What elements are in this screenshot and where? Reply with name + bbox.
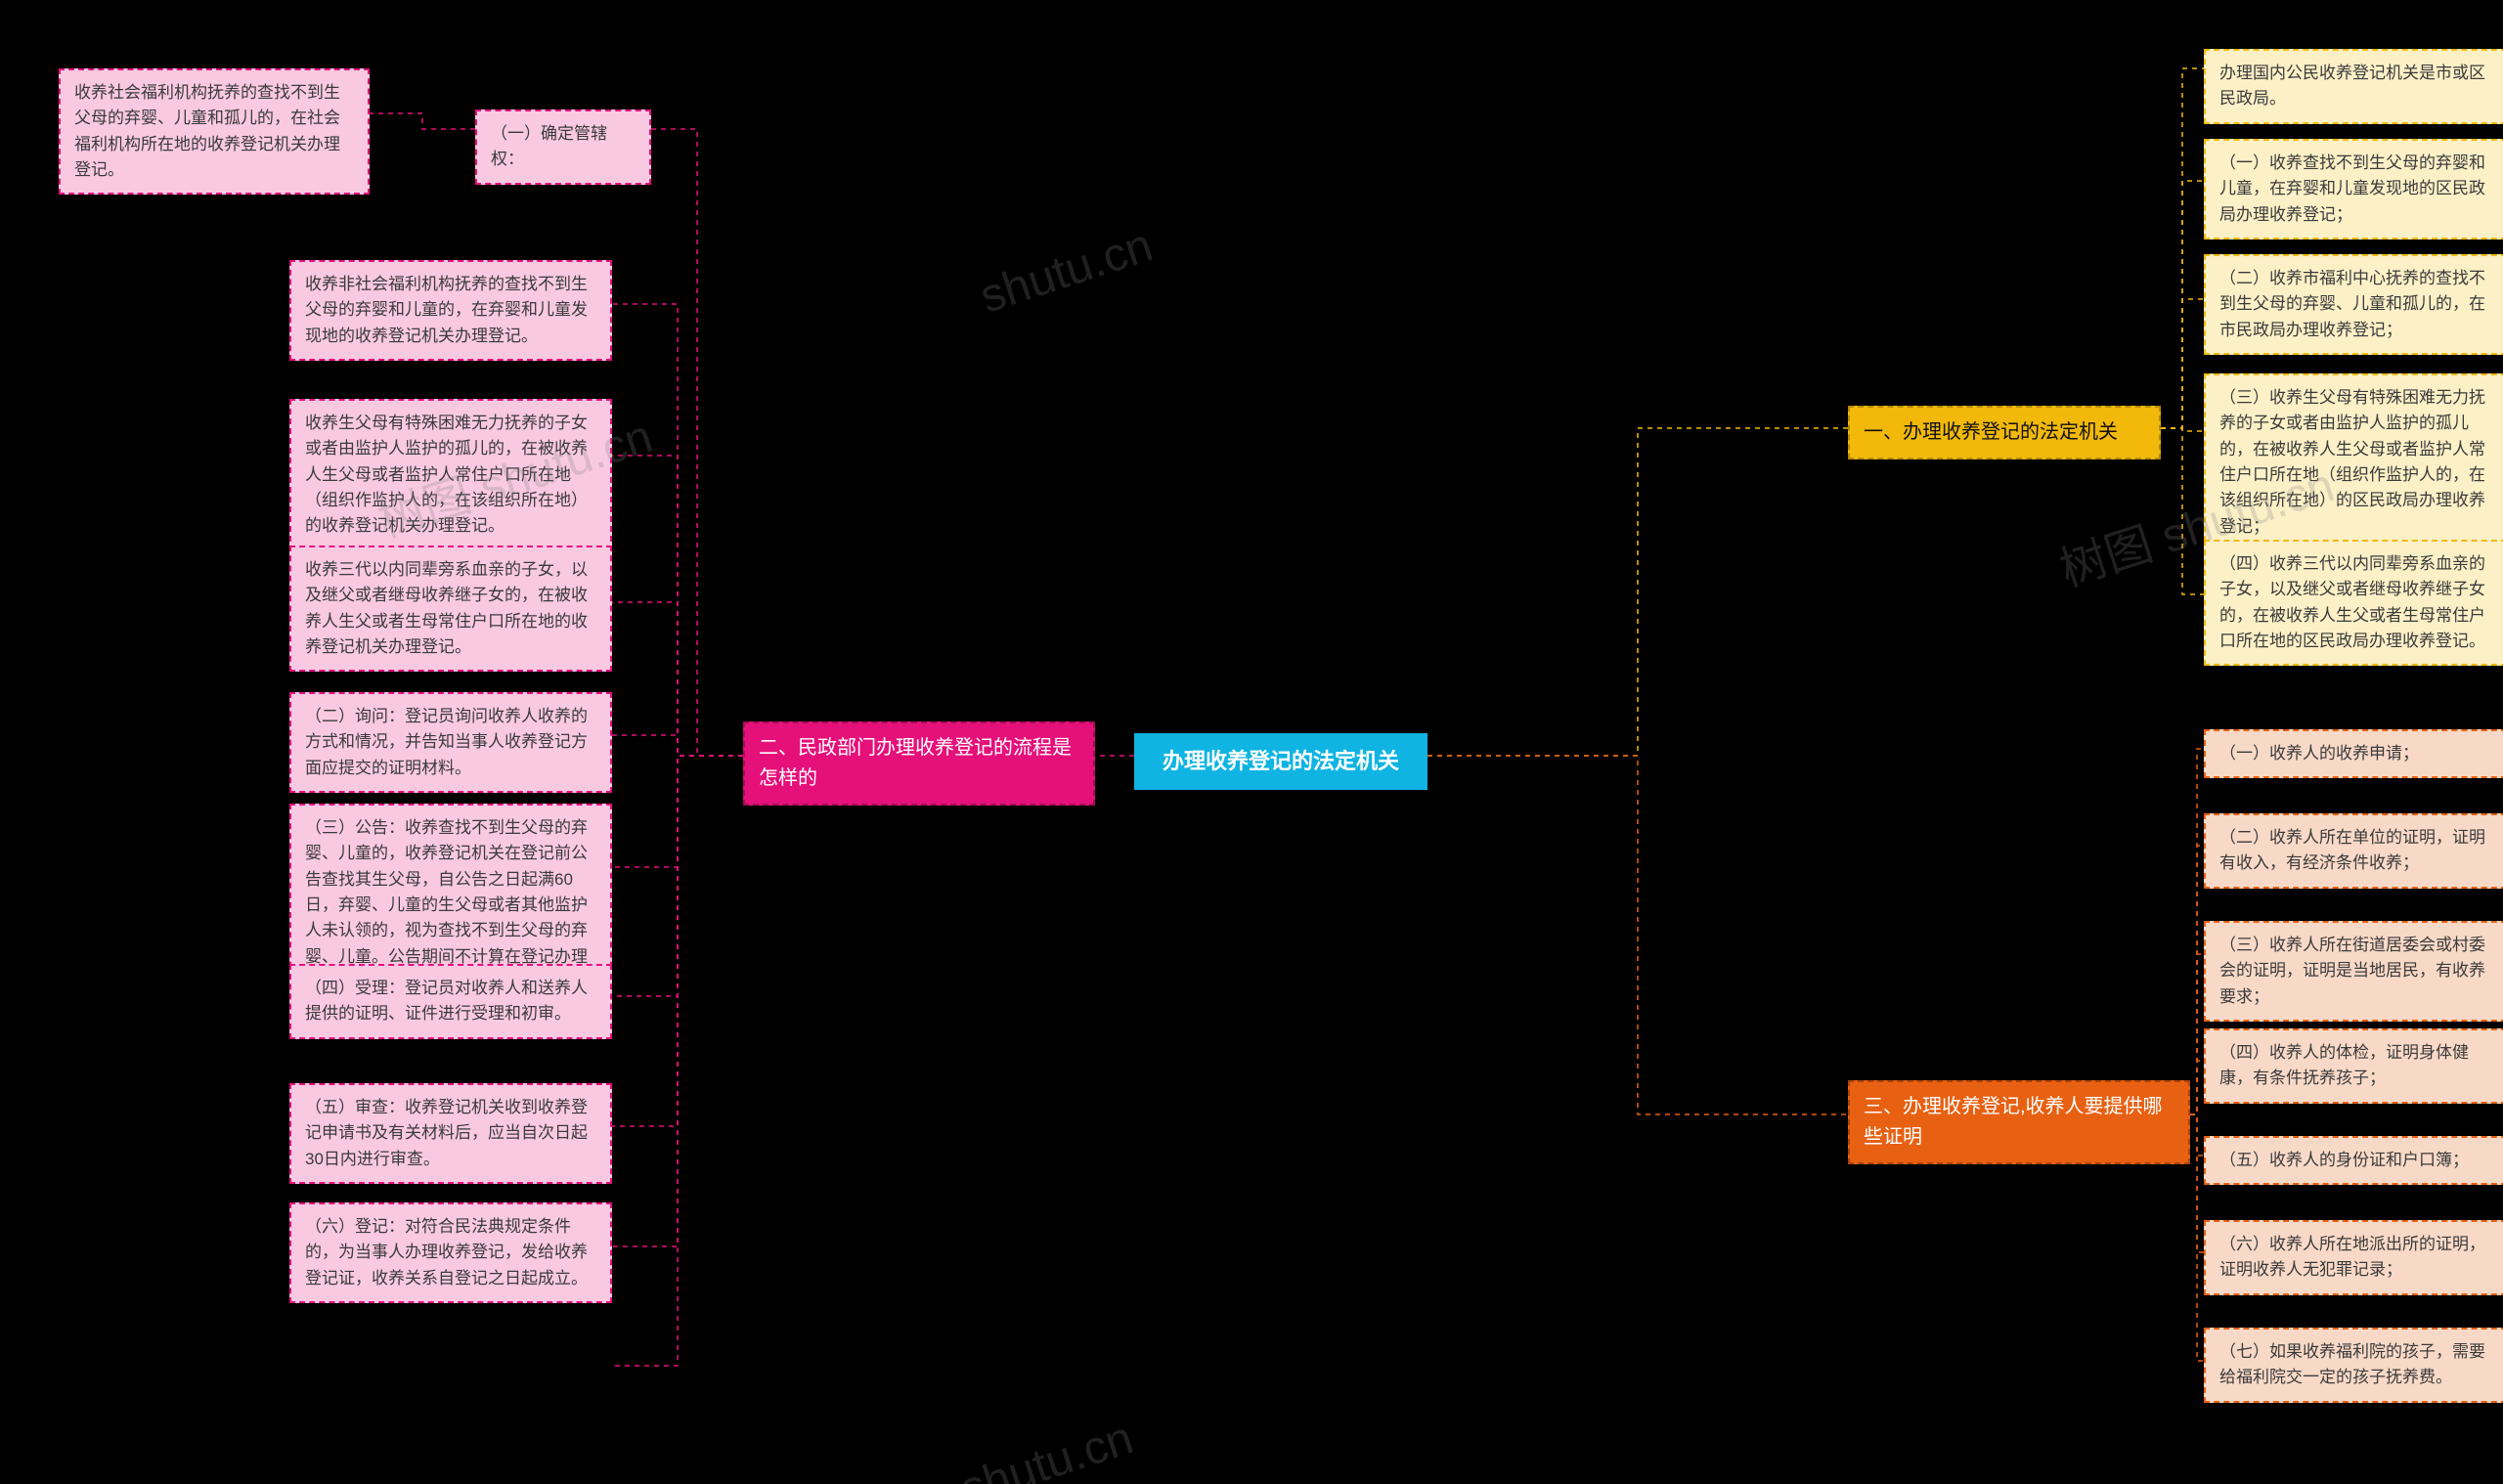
- section-3-leaf-4-text: （五）收养人的身份证和户口簿；: [2219, 1151, 2469, 1169]
- section-2-leaf-4: （二）询问：登记员询问收养人收养的方式和情况，并告知当事人收养登记方面应提交的证…: [289, 692, 612, 793]
- root-node: 办理收养登记的法定机关: [1134, 733, 1427, 790]
- section-2-leaf-6-text: （四）受理：登记员对收养人和送养人提供的证明、证件进行受理和初审。: [305, 979, 588, 1023]
- section-3-title: 三、办理收养登记,收养人要提供哪些证明: [1864, 1096, 2163, 1148]
- section-1-leaf-4-text: （四）收养三代以内同辈旁系血亲的子女，以及继父或者继母收养继子女的，在被收养人生…: [2219, 554, 2485, 650]
- section-3-leaf-0-text: （一）收养人的收养申请；: [2219, 744, 2419, 763]
- section-1-leaf-3: （三）收养生父母有特殊困难无力抚养的子女或者由监护人监护的孤儿的，在被收养人生父…: [2204, 373, 2503, 551]
- section-2-leaf-1: 收养非社会福利机构抚养的查找不到生父母的弃婴和儿童的，在弃婴和儿童发现地的收养登…: [289, 260, 612, 361]
- section-2-leaf-2: 收养生父母有特殊困难无力抚养的子女或者由监护人监护的孤儿的，在被收养人生父母或者…: [289, 399, 612, 551]
- section-3-leaf-3-text: （四）收养人的体检，证明身体健康，有条件抚养孩子；: [2219, 1043, 2469, 1087]
- section-1-leaf-1: （一）收养查找不到生父母的弃婴和儿童，在弃婴和儿童发现地的区民政局办理收养登记；: [2204, 139, 2503, 240]
- section-2-leaf-3-text: 收养三代以内同辈旁系血亲的子女，以及继父或者继母收养继子女的，在被收养人生父或者…: [305, 560, 588, 656]
- section-2-title: 二、民政部门办理收养登记的流程是怎样的: [759, 737, 1072, 789]
- section-3-leaf-6-text: （七）如果收养福利院的孩子，需要给福利院交一定的孩子抚养费。: [2219, 1342, 2485, 1386]
- section-2-item1-label-text: （一）确定管辖权：: [491, 124, 607, 168]
- section-2-leaf-6: （四）受理：登记员对收养人和送养人提供的证明、证件进行受理和初审。: [289, 964, 612, 1039]
- section-1-leaf-2-text: （二）收养市福利中心抚养的查找不到生父母的弃婴、儿童和孤儿的，在市民政局办理收养…: [2219, 269, 2485, 339]
- section-3-leaf-5-text: （六）收养人所在地派出所的证明，证明收养人无犯罪记录；: [2219, 1235, 2485, 1279]
- section-2-leaf-8-text: （六）登记：对符合民法典规定条件的，为当事人办理收养登记，发给收养登记证，收养关…: [305, 1217, 588, 1288]
- section-1-leaf-0-text: 办理国内公民收养登记机关是市或区民政局。: [2219, 64, 2485, 108]
- section-3-leaf-0: （一）收养人的收养申请；: [2204, 729, 2503, 778]
- section-3-leaf-3: （四）收养人的体检，证明身体健康，有条件抚养孩子；: [2204, 1028, 2503, 1104]
- section-2-leaf-4-text: （二）询问：登记员询问收养人收养的方式和情况，并告知当事人收养登记方面应提交的证…: [305, 707, 588, 777]
- section-3-leaf-5: （六）收养人所在地派出所的证明，证明收养人无犯罪记录；: [2204, 1220, 2503, 1295]
- watermark-3: shutu.cn: [954, 1411, 1140, 1484]
- section-1-leaf-2: （二）收养市福利中心抚养的查找不到生父母的弃婴、儿童和孤儿的，在市民政局办理收养…: [2204, 254, 2503, 355]
- root-title: 办理收养登记的法定机关: [1163, 749, 1399, 773]
- section-1-leaf-0: 办理国内公民收养登记机关是市或区民政局。: [2204, 49, 2503, 124]
- section-1-title: 一、办理收养登记的法定机关: [1864, 421, 2118, 443]
- section-3-node: 三、办理收养登记,收养人要提供哪些证明: [1848, 1080, 2190, 1164]
- section-2-leaf-8: （六）登记：对符合民法典规定条件的，为当事人办理收养登记，发给收养登记证，收养关…: [289, 1202, 612, 1303]
- section-1-leaf-1-text: （一）收养查找不到生父母的弃婴和儿童，在弃婴和儿童发现地的区民政局办理收养登记；: [2219, 153, 2485, 224]
- section-2-leaf-2-text: 收养生父母有特殊困难无力抚养的子女或者由监护人监护的孤儿的，在被收养人生父母或者…: [305, 414, 588, 535]
- section-1-leaf-4: （四）收养三代以内同辈旁系血亲的子女，以及继父或者继母收养继子女的，在被收养人生…: [2204, 540, 2503, 666]
- section-2-item1-label: （一）确定管辖权：: [475, 109, 651, 185]
- section-2-leaf-7: （五）审查：收养登记机关收到收养登记申请书及有关材料后，应当自次日起30日内进行…: [289, 1083, 612, 1184]
- section-1-node: 一、办理收养登记的法定机关: [1848, 406, 2161, 459]
- section-2-item1-sub-text: 收养社会福利机构抚养的查找不到生父母的弃婴、儿童和孤儿的，在社会福利机构所在地的…: [74, 83, 340, 179]
- section-2-leaf-7-text: （五）审查：收养登记机关收到收养登记申请书及有关材料后，应当自次日起30日内进行…: [305, 1098, 588, 1168]
- section-3-leaf-4: （五）收养人的身份证和户口簿；: [2204, 1136, 2503, 1185]
- section-3-leaf-2: （三）收养人所在街道居委会或村委会的证明，证明是当地居民，有收养要求；: [2204, 921, 2503, 1022]
- section-1-leaf-3-text: （三）收养生父母有特殊困难无力抚养的子女或者由监护人监护的孤儿的，在被收养人生父…: [2219, 388, 2485, 536]
- section-3-leaf-2-text: （三）收养人所在街道居委会或村委会的证明，证明是当地居民，有收养要求；: [2219, 936, 2485, 1006]
- section-3-leaf-1-text: （二）收养人所在单位的证明，证明有收入，有经济条件收养；: [2219, 828, 2485, 872]
- section-3-leaf-6: （七）如果收养福利院的孩子，需要给福利院交一定的孩子抚养费。: [2204, 1328, 2503, 1403]
- section-3-leaf-1: （二）收养人所在单位的证明，证明有收入，有经济条件收养；: [2204, 813, 2503, 889]
- section-2-item1-sub: 收养社会福利机构抚养的查找不到生父母的弃婴、儿童和孤儿的，在社会福利机构所在地的…: [59, 68, 370, 195]
- section-2-leaf-3: 收养三代以内同辈旁系血亲的子女，以及继父或者继母收养继子女的，在被收养人生父或者…: [289, 546, 612, 672]
- section-2-node: 二、民政部门办理收养登记的流程是怎样的: [743, 721, 1095, 806]
- watermark-1: shutu.cn: [974, 218, 1160, 324]
- section-2-leaf-1-text: 收养非社会福利机构抚养的查找不到生父母的弃婴和儿童的，在弃婴和儿童发现地的收养登…: [305, 275, 588, 345]
- mindmap-canvas: 办理收养登记的法定机关 一、办理收养登记的法定机关 办理国内公民收养登记机关是市…: [0, 0, 2503, 1484]
